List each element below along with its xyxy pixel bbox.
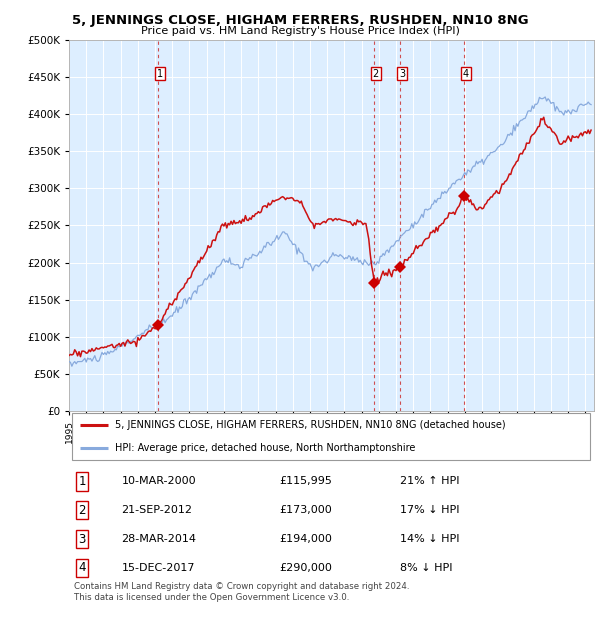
- Text: 1: 1: [79, 475, 86, 488]
- Text: 2: 2: [79, 503, 86, 516]
- Text: Price paid vs. HM Land Registry's House Price Index (HPI): Price paid vs. HM Land Registry's House …: [140, 26, 460, 36]
- Text: 3: 3: [79, 533, 86, 546]
- Text: Contains HM Land Registry data © Crown copyright and database right 2024.
This d: Contains HM Land Registry data © Crown c…: [74, 582, 410, 601]
- Text: 21-SEP-2012: 21-SEP-2012: [121, 505, 193, 515]
- Text: £173,000: £173,000: [279, 505, 332, 515]
- Text: 8% ↓ HPI: 8% ↓ HPI: [400, 563, 452, 573]
- Text: 17% ↓ HPI: 17% ↓ HPI: [400, 505, 459, 515]
- FancyBboxPatch shape: [71, 413, 590, 460]
- Text: HPI: Average price, detached house, North Northamptonshire: HPI: Average price, detached house, Nort…: [115, 443, 416, 453]
- Text: 2: 2: [373, 69, 379, 79]
- Text: 5, JENNINGS CLOSE, HIGHAM FERRERS, RUSHDEN, NN10 8NG: 5, JENNINGS CLOSE, HIGHAM FERRERS, RUSHD…: [71, 14, 529, 27]
- Text: 3: 3: [399, 69, 405, 79]
- Text: 14% ↓ HPI: 14% ↓ HPI: [400, 534, 459, 544]
- Text: £290,000: £290,000: [279, 563, 332, 573]
- Text: 5, JENNINGS CLOSE, HIGHAM FERRERS, RUSHDEN, NN10 8NG (detached house): 5, JENNINGS CLOSE, HIGHAM FERRERS, RUSHD…: [115, 420, 506, 430]
- Text: 15-DEC-2017: 15-DEC-2017: [121, 563, 195, 573]
- Text: 1: 1: [157, 69, 163, 79]
- Text: 21% ↑ HPI: 21% ↑ HPI: [400, 476, 459, 487]
- Text: 28-MAR-2014: 28-MAR-2014: [121, 534, 197, 544]
- Text: 4: 4: [79, 561, 86, 574]
- Text: £115,995: £115,995: [279, 476, 332, 487]
- Text: 10-MAR-2000: 10-MAR-2000: [121, 476, 196, 487]
- Text: 4: 4: [463, 69, 469, 79]
- Text: £194,000: £194,000: [279, 534, 332, 544]
